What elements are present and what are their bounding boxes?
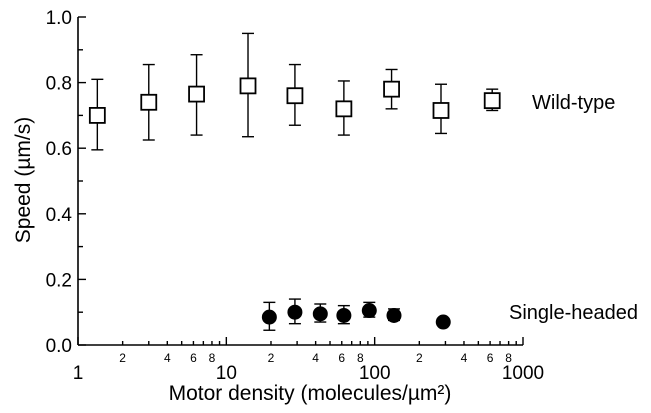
x-minor-tick-label: 2	[268, 351, 275, 365]
data-point-circle	[287, 304, 303, 320]
y-tick-label: 0.0	[46, 336, 72, 357]
x-minor-tick-label: 2	[119, 351, 126, 365]
data-point-square	[188, 85, 205, 103]
x-minor-tick-label: 4	[312, 351, 319, 365]
y-tick-label: 0.2	[46, 270, 72, 291]
data-point-square	[483, 92, 501, 110]
x-tick-label: 100	[359, 363, 391, 384]
y-tick-label: 0.6	[46, 139, 72, 160]
data-point-square	[88, 107, 106, 124]
x-axis-title: Motor density (molecules/µm²)	[169, 382, 452, 405]
data-point-square	[335, 100, 353, 118]
data-point-circle	[361, 303, 377, 319]
x-minor-tick-label: 8	[209, 351, 216, 365]
series-label: Single-headed	[509, 302, 638, 324]
data-point-square	[286, 87, 304, 105]
data-point-circle	[336, 307, 352, 323]
x-tick-label: 10	[216, 363, 237, 384]
series-wild-type: Wild-type	[88, 32, 615, 151]
y-tick-label: 0.4	[46, 205, 73, 226]
x-tick-label: 1	[73, 363, 84, 384]
data-point-circle	[386, 307, 402, 323]
data-point-square	[383, 80, 400, 98]
series-layer: Wild-type Single-headed	[88, 32, 638, 331]
x-minor-tick-label: 6	[190, 351, 197, 365]
data-point-square	[432, 102, 450, 119]
x-minor-tick-label: 4	[164, 351, 171, 365]
series-label: Wild-type	[532, 92, 615, 114]
data-point-circle	[261, 309, 277, 325]
x-minor-tick-label: 6	[338, 351, 345, 365]
x-tick-label: 1000	[502, 363, 544, 384]
x-minor-tick-label: 2	[416, 351, 423, 365]
data-point-square	[140, 93, 158, 111]
x-minor-tick-label: 6	[487, 351, 494, 365]
data-point-square	[239, 77, 257, 95]
x-minor-tick-label: 8	[505, 351, 512, 365]
data-point-circle	[312, 306, 328, 322]
x-minor-tick-label: 8	[357, 351, 364, 365]
series-single-headed: Single-headed	[261, 298, 638, 331]
data-point-circle	[435, 314, 451, 330]
y-tick-label: 0.8	[46, 74, 72, 95]
y-axis-title: Speed (µm/s)	[12, 117, 35, 243]
y-tick-label: 1.0	[46, 8, 72, 29]
x-minor-tick-label: 4	[461, 351, 468, 365]
